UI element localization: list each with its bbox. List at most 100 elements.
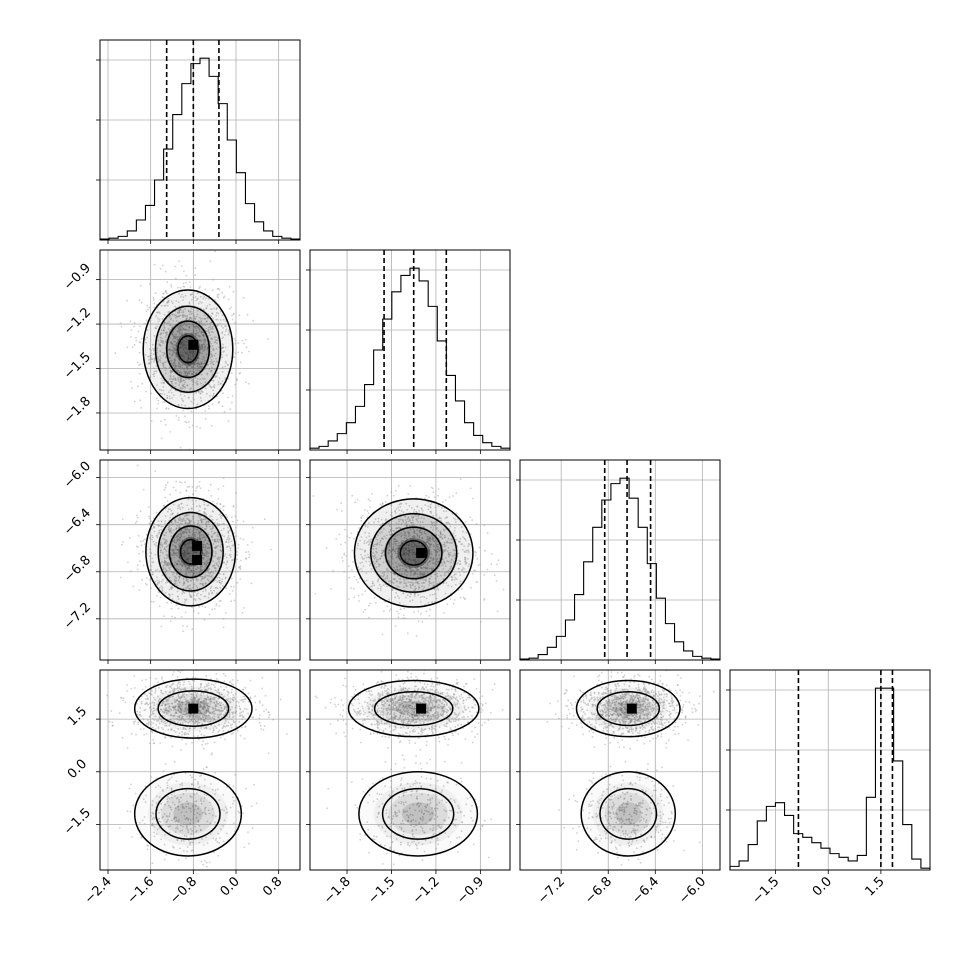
sample-point <box>221 580 223 583</box>
sample-point <box>201 520 203 523</box>
sample-point <box>176 369 179 372</box>
sample-point <box>196 485 199 488</box>
sample-point <box>176 563 179 565</box>
sample-point <box>416 546 419 549</box>
sample-point <box>183 351 186 353</box>
sample-point <box>461 549 464 551</box>
sample-point <box>226 516 229 518</box>
sample-point <box>214 352 217 355</box>
sample-point <box>182 385 185 388</box>
sample-point <box>379 563 381 566</box>
sample-point <box>222 318 225 321</box>
sample-point <box>397 484 400 487</box>
sample-point <box>173 335 176 338</box>
sample-point <box>360 516 362 519</box>
sample-point <box>465 570 468 573</box>
sample-point <box>443 560 446 563</box>
sample-point <box>359 548 361 550</box>
sample-point <box>188 519 191 522</box>
sample-point <box>220 702 223 704</box>
sample-point <box>430 575 433 578</box>
sample-point <box>179 379 182 382</box>
sample-point <box>395 527 397 530</box>
sample-point <box>414 562 417 564</box>
sample-point <box>164 356 167 359</box>
sample-point <box>381 572 384 575</box>
sample-point <box>167 311 170 314</box>
sample-point <box>148 721 150 724</box>
sample-point <box>463 568 466 570</box>
sample-point <box>174 377 177 380</box>
sample-point <box>357 566 359 569</box>
sample-point <box>163 559 166 562</box>
sample-point <box>232 505 235 508</box>
sample-point <box>379 503 382 506</box>
sample-point <box>397 551 400 554</box>
sample-point <box>164 567 167 569</box>
sample-point <box>175 577 178 580</box>
sample-point <box>180 711 183 714</box>
sample-point <box>406 574 408 576</box>
sample-point <box>178 416 180 419</box>
sample-point <box>209 483 212 486</box>
sample-point <box>196 357 199 360</box>
sample-point <box>174 379 177 381</box>
sample-point <box>187 523 190 526</box>
sample-point <box>169 315 172 317</box>
sample-point <box>417 588 420 590</box>
sample-point <box>164 423 167 426</box>
sample-point <box>153 358 156 360</box>
sample-point <box>238 566 240 569</box>
sample-point <box>415 579 418 581</box>
sample-point <box>185 281 188 284</box>
sample-point <box>213 701 216 704</box>
sample-point <box>377 563 380 565</box>
sample-point <box>467 543 470 545</box>
sample-point <box>176 703 179 705</box>
sample-point <box>439 547 441 550</box>
sample-point <box>416 519 418 522</box>
sample-point <box>467 550 470 553</box>
sample-point <box>204 324 207 327</box>
sample-point <box>225 362 227 364</box>
sample-point <box>225 704 228 707</box>
sample-point <box>168 348 171 351</box>
sample-point <box>150 729 153 732</box>
sample-point <box>448 496 451 498</box>
sample-point <box>444 499 447 501</box>
sample-point <box>443 545 446 548</box>
sample-point <box>148 715 151 717</box>
sample-point <box>496 563 498 566</box>
sample-point <box>164 369 167 371</box>
sample-point <box>386 568 388 571</box>
sample-point <box>145 698 147 700</box>
sample-point <box>140 544 143 546</box>
sample-point <box>433 540 436 543</box>
sample-point <box>175 579 178 582</box>
sample-point <box>185 587 188 590</box>
sample-point <box>164 361 167 364</box>
sample-point <box>378 565 380 567</box>
sample-point <box>176 325 179 328</box>
sample-point <box>182 349 185 351</box>
sample-point <box>185 548 188 551</box>
sample-point <box>432 558 435 561</box>
sample-point <box>405 570 408 573</box>
sample-point <box>389 551 392 553</box>
sample-point <box>396 575 399 577</box>
sample-point <box>180 380 183 383</box>
sample-point <box>153 359 156 362</box>
sample-point <box>181 311 183 313</box>
sample-point <box>183 515 186 518</box>
sample-point <box>186 324 188 327</box>
sample-point <box>393 538 396 540</box>
sample-point <box>138 299 141 302</box>
sample-point <box>443 561 446 564</box>
sample-point <box>151 358 154 361</box>
sample-point <box>219 581 221 584</box>
sample-point <box>438 517 441 520</box>
sample-point <box>181 384 184 387</box>
sample-point <box>395 508 398 510</box>
sample-point <box>199 285 202 288</box>
sample-point <box>163 561 166 564</box>
